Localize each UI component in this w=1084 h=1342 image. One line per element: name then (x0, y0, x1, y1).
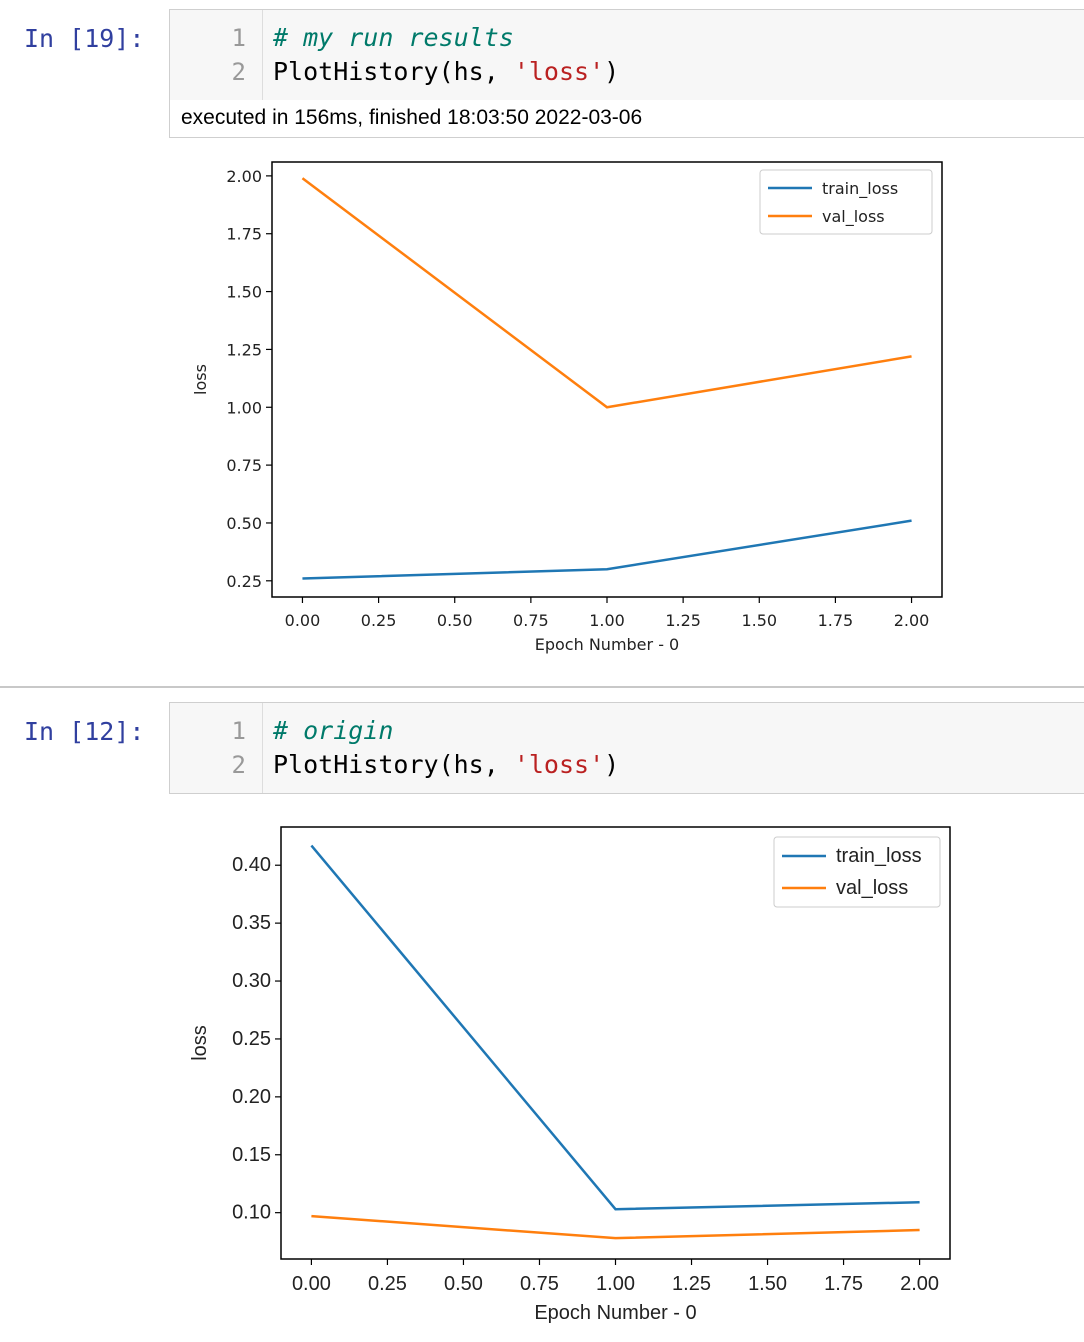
x-tick-label: 1.50 (748, 1273, 787, 1295)
legend-box (759, 169, 933, 235)
x-tick-label: 0.00 (285, 611, 321, 630)
code-line: PlotHistory(hs, 'loss') (273, 57, 619, 86)
y-tick-label: 0.30 (232, 970, 271, 992)
x-tick-label: 0.25 (368, 1273, 407, 1295)
y-tick-label: 1.25 (226, 340, 262, 359)
y-tick-label: 1.50 (226, 283, 262, 302)
y-tick-label: 0.35 (232, 912, 271, 934)
y-tick-label: 0.40 (232, 854, 271, 876)
y-tick-label: 0.20 (232, 1086, 271, 1108)
x-tick-label: 1.25 (665, 611, 701, 630)
cell-separator (0, 686, 1084, 688)
execution-info: executed in 156ms, finished 18:03:50 202… (169, 100, 1084, 138)
legend-label: val_loss (822, 207, 885, 227)
y-tick-label: 1.00 (226, 398, 262, 417)
x-tick-label: 1.25 (672, 1273, 711, 1295)
x-tick-label: 2.00 (900, 1273, 939, 1295)
y-tick-label: 0.10 (232, 1202, 271, 1224)
legend-box (773, 836, 941, 908)
x-axis-label: Epoch Number - 0 (535, 635, 679, 654)
code-string: 'loss' (513, 57, 605, 86)
code-text: ) (604, 750, 620, 779)
x-tick-label: 0.75 (520, 1273, 559, 1295)
x-tick-label: 0.75 (513, 611, 549, 630)
code-line: # my run results (273, 23, 514, 52)
x-tick-label: 1.50 (741, 611, 777, 630)
x-tick-label: 2.00 (894, 611, 930, 630)
code-cell-editor[interactable]: 1 2 # origin PlotHistory(hs, 'loss') (169, 702, 1084, 794)
y-tick-label: 1.75 (226, 225, 262, 244)
x-tick-label: 0.25 (361, 611, 397, 630)
y-tick-label: 0.15 (232, 1144, 271, 1166)
code-text: PlotHistory(hs, (273, 57, 514, 86)
x-tick-label: 1.00 (596, 1273, 635, 1295)
code-text: ) (604, 57, 620, 86)
loss-chart-1: 0.25 0.50 0.75 1.00 1.25 1.50 1.75 2.00 0.00 0.25… (191, 161, 943, 654)
cell-prompt: In [12]: (24, 717, 145, 746)
x-tick-label: 0.50 (437, 611, 473, 630)
y-tick-label: 0.75 (226, 456, 262, 475)
y-tick-label: 0.50 (226, 514, 262, 533)
cell-prompt: In [19]: (24, 24, 145, 53)
legend-label: val_loss (836, 877, 908, 899)
legend-label: train_loss (836, 845, 922, 867)
y-tick-label: 2.00 (226, 167, 262, 186)
y-tick-label: 0.25 (226, 572, 262, 591)
code-line: # origin (273, 716, 393, 745)
code-comment: # origin (273, 716, 394, 745)
line-number-gutter: 1 2 (170, 10, 263, 100)
line-number-gutter: 1 2 (170, 703, 263, 793)
y-axis-label: loss (191, 364, 210, 395)
x-tick-label: 0.00 (292, 1273, 331, 1295)
legend-label: train_loss (822, 179, 898, 199)
x-axis-label: Epoch Number - 0 (534, 1302, 696, 1324)
code-text: PlotHistory(hs, (273, 750, 514, 779)
x-tick-label: 1.00 (589, 611, 625, 630)
line-number: 1 (231, 717, 246, 745)
code-cell-editor[interactable]: 1 2 # my run results PlotHistory(hs, 'lo… (169, 9, 1084, 101)
line-number: 2 (231, 58, 246, 86)
x-tick-label: 0.50 (444, 1273, 483, 1295)
line-number: 2 (231, 751, 246, 779)
code-string: 'loss' (513, 750, 605, 779)
code-line: PlotHistory(hs, 'loss') (273, 750, 619, 779)
y-axis-label: loss (189, 1025, 211, 1061)
x-tick-label: 1.75 (824, 1273, 863, 1295)
x-tick-label: 1.75 (818, 611, 854, 630)
line-number: 1 (231, 24, 246, 52)
code-comment: # my run results (273, 23, 514, 52)
y-tick-label: 0.25 (232, 1028, 271, 1050)
